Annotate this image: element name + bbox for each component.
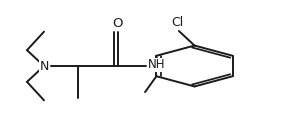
Text: NH: NH <box>148 58 165 71</box>
Text: Cl: Cl <box>171 16 184 29</box>
Text: N: N <box>39 60 49 72</box>
Text: O: O <box>113 17 123 30</box>
